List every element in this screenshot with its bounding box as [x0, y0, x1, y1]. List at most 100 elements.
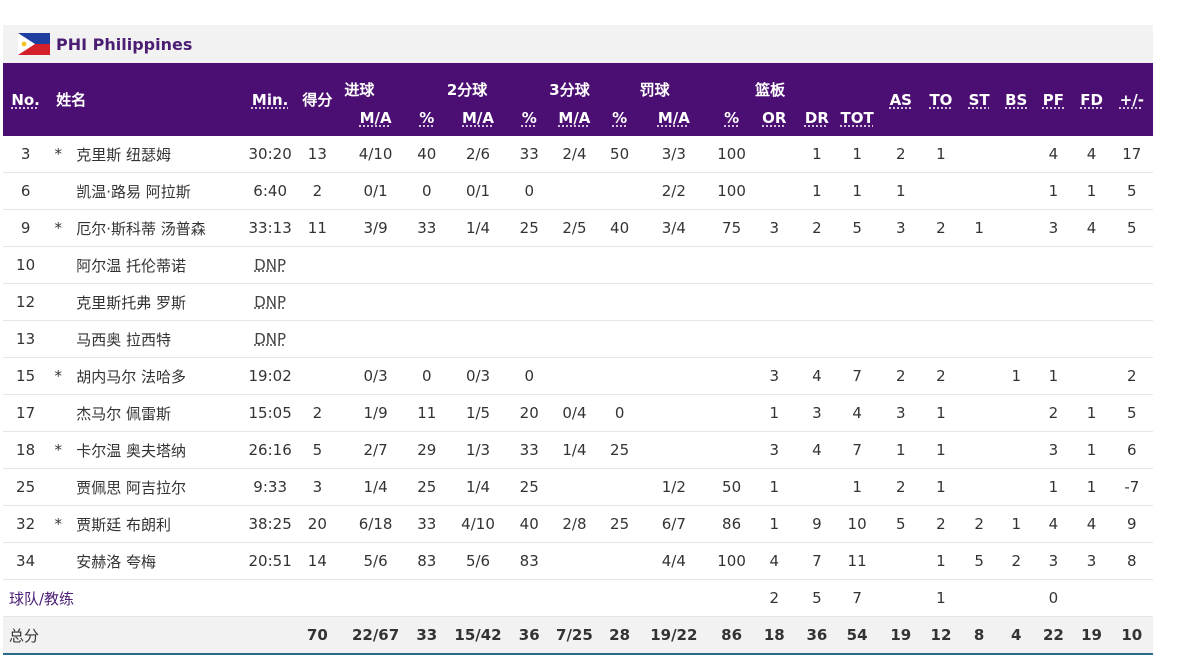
player-row: 10 阿尔温 托伦蒂诺 DNP [3, 246, 1153, 284]
cell-fg2-ma: 1/3 [440, 431, 516, 469]
col-no[interactable]: No. [11, 90, 40, 109]
player-name[interactable]: 胡内马尔 法哈多 [68, 357, 245, 395]
cell-fg2-pct: 20 [515, 394, 544, 432]
cell-empty [749, 246, 800, 284]
player-name[interactable]: 凯温·路易 阿拉斯 [68, 172, 245, 210]
cell-st: 1 [960, 209, 999, 247]
cell-empty [879, 320, 922, 358]
col-or[interactable]: OR [762, 109, 787, 127]
cell-ft-ma: 1/2 [633, 468, 714, 506]
cell-or: 4 [749, 542, 800, 580]
cell-pts: 2 [296, 172, 339, 210]
cell-bs [998, 394, 1035, 432]
cell-pf: 1 [1034, 172, 1073, 210]
cell-ft-ma: 3/4 [633, 209, 714, 247]
cell-st: 8 [960, 616, 999, 655]
cell-no: 34 [3, 542, 49, 580]
col-name[interactable]: 姓名 [56, 91, 87, 109]
cell-bs [998, 468, 1035, 506]
col-pts[interactable]: 得分 [302, 91, 333, 109]
cell-fg-pct: 33 [412, 209, 441, 247]
cell-starter [48, 246, 69, 284]
player-name[interactable]: 马西奥 拉西特 [68, 320, 245, 358]
cell-as: 3 [879, 209, 922, 247]
player-row: 34 安赫洛 夸梅 20:51 14 5/6 83 5/6 83 4/4 100 4 7 11 1 5 2 3 3… [3, 542, 1153, 580]
player-row: 13 马西奥 拉西特 DNP [3, 320, 1153, 358]
col-as[interactable]: AS [889, 90, 912, 109]
cell-empty [834, 320, 880, 358]
cell-fg2-pct: 0 [515, 357, 544, 395]
cell-no: 17 [3, 394, 49, 432]
dnp-label: DNP [254, 293, 287, 311]
cell-pf: 3 [1034, 209, 1073, 247]
col-plus-minus[interactable]: +/- [1119, 90, 1144, 109]
cell-empty [1072, 246, 1111, 284]
cell-fg-ma: 22/67 [338, 616, 413, 655]
col-st[interactable]: ST [968, 90, 990, 109]
player-row: 15 * 胡内马尔 法哈多 19:02 0/3 0 0/3 0 3 4 7 2 2 1 1 2 [3, 357, 1153, 395]
player-name[interactable]: 厄尔·斯科蒂 汤普森 [68, 209, 245, 247]
cell-or: 2 [749, 579, 800, 617]
cell-tot: 4 [834, 394, 880, 432]
col-ft-pct[interactable]: % [724, 109, 740, 127]
cell-starter: * [48, 505, 69, 543]
col-fg3-ma[interactable]: M/A [558, 109, 591, 127]
cell-fg-ma: 6/18 [338, 505, 413, 543]
cell-fg2-pct: 25 [515, 209, 544, 247]
cell-min: 33:13 [244, 209, 297, 247]
cell-min: 20:51 [244, 542, 297, 580]
cell-fd: 1 [1072, 431, 1111, 469]
cell-bs: 4 [998, 616, 1035, 655]
cell-starter: * [48, 209, 69, 247]
cell-pf: 0 [1034, 579, 1073, 617]
player-name[interactable]: 安赫洛 夸梅 [68, 542, 245, 580]
cell-empty [1110, 246, 1153, 284]
col-bs[interactable]: BS [1005, 90, 1028, 109]
cell-fg3-pct [605, 542, 634, 580]
col-ft-ma[interactable]: M/A [657, 109, 690, 127]
cell-dr [799, 468, 835, 506]
cell-ft-ma [633, 357, 714, 395]
cell-fg3-pct: 28 [605, 616, 634, 655]
col-pf[interactable]: PF [1042, 90, 1065, 109]
player-name[interactable]: 阿尔温 托伦蒂诺 [68, 246, 245, 284]
player-name[interactable]: 克里斯托弗 罗斯 [68, 283, 245, 321]
col-fg-ma[interactable]: M/A [359, 109, 392, 127]
player-name[interactable]: 贾佩思 阿吉拉尔 [68, 468, 245, 506]
player-row: 25 贾佩思 阿吉拉尔 9:33 3 1/4 25 1/4 25 1/2 50 1 1 2 1 1 1 -7 [3, 468, 1153, 506]
cell-empty [879, 283, 922, 321]
table-header: No. 姓名 Min. 得分 进球 2分球 3分球 罚球 篮板 AS TO ST… [3, 63, 1153, 136]
cell-dr: 7 [799, 542, 835, 580]
cell-bs [998, 172, 1035, 210]
cell-empty [543, 246, 606, 284]
cell-dr: 1 [799, 172, 835, 210]
cell-ft-pct [714, 357, 750, 395]
cell-empty [960, 246, 999, 284]
col-dr[interactable]: DR [804, 109, 829, 127]
col-fg3-pct[interactable]: % [612, 109, 628, 127]
col-fg2-pct[interactable]: % [521, 109, 537, 127]
col-tot[interactable]: TOT [840, 109, 874, 127]
col-min[interactable]: Min. [251, 90, 289, 109]
cell-dr: 2 [799, 209, 835, 247]
col-to[interactable]: TO [929, 90, 953, 109]
player-name[interactable]: 卡尔温 奥夫塔纳 [68, 431, 245, 469]
player-name[interactable]: 克里斯 纽瑟姆 [68, 136, 245, 173]
cell-or: 1 [749, 468, 800, 506]
cell-fg3-pct [605, 357, 634, 395]
cell-ft-ma: 4/4 [633, 542, 714, 580]
cell-tot: 5 [834, 209, 880, 247]
cell-fg3-ma: 2/5 [543, 209, 606, 247]
cell-pf: 1 [1034, 468, 1073, 506]
cell-or [749, 172, 800, 210]
cell-fg-pct: 11 [412, 394, 441, 432]
player-name[interactable]: 杰马尔 佩雷斯 [68, 394, 245, 432]
col-fd[interactable]: FD [1080, 90, 1103, 109]
cell-ft-pct: 100 [714, 542, 750, 580]
col-fg-pct[interactable]: % [419, 109, 435, 127]
cell-no: 32 [3, 505, 49, 543]
cell-empty [440, 320, 516, 358]
cell-empty [749, 320, 800, 358]
col-fg2-ma[interactable]: M/A [462, 109, 495, 127]
player-name[interactable]: 贾斯廷 布朗利 [68, 505, 245, 543]
